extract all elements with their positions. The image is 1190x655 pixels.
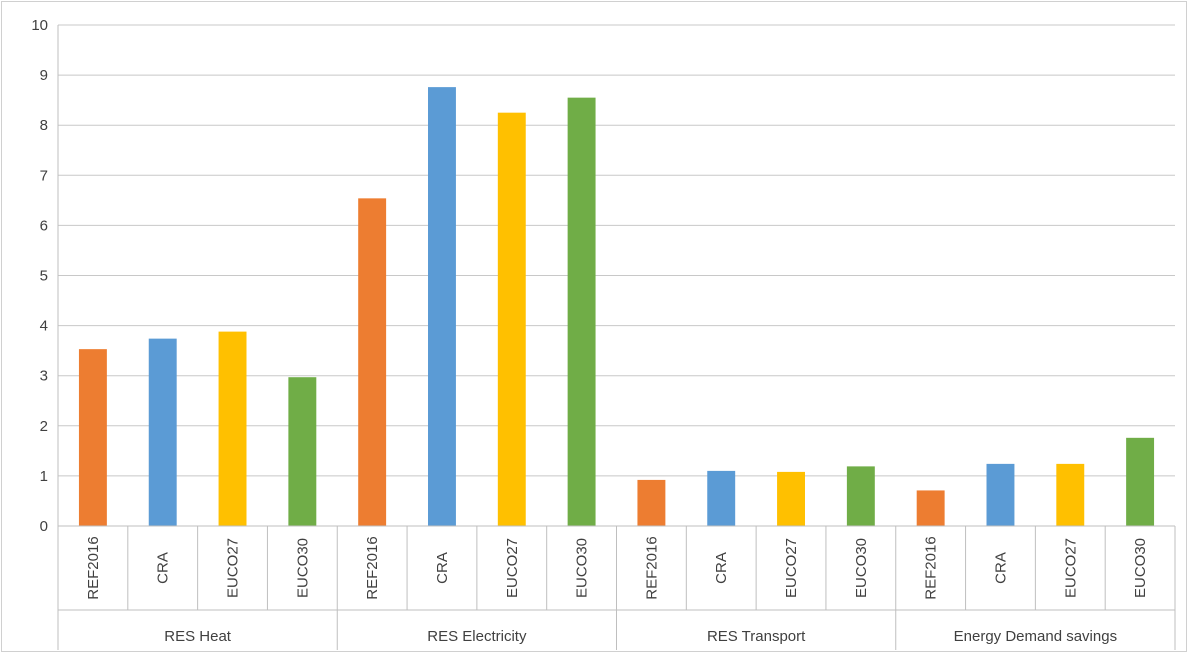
bar-energy-demand-savings-euco27 xyxy=(1056,463,1085,526)
bar-energy-demand-savings-cra xyxy=(986,463,1015,526)
bar-res-heat-ref2016 xyxy=(78,349,107,526)
bar-res-heat-euco27 xyxy=(218,331,247,526)
group-label: Energy Demand savings xyxy=(954,628,1117,645)
x-tick-label: CRA xyxy=(992,552,1009,584)
y-axis: 0 1 2 3 4 5 6 7 8 9 10 xyxy=(31,17,59,650)
bar-res-transport-euco27 xyxy=(777,471,805,526)
group-label: RES Heat xyxy=(164,628,232,645)
y-tick-label: 1 xyxy=(40,468,48,485)
y-tick-label: 9 xyxy=(40,67,48,84)
x-tick-label: EUCO27 xyxy=(504,538,521,598)
y-tick-label: 6 xyxy=(40,217,48,234)
bar-res-electricity-euco30 xyxy=(567,97,596,527)
x-tick-label: EUCO30 xyxy=(294,538,311,598)
bar-res-transport-euco30 xyxy=(846,466,875,526)
y-tick-label: 3 xyxy=(40,368,48,385)
y-tick-label: 8 xyxy=(40,117,48,134)
x-tick-label: REF2016 xyxy=(364,536,381,599)
bar-res-transport-ref2016 xyxy=(637,479,666,526)
x-tick-label: EUCO27 xyxy=(225,538,242,598)
x-tick-label: CRA xyxy=(155,552,172,584)
x-tick-label: CRA xyxy=(713,552,730,584)
x-tick-label: EUCO30 xyxy=(574,538,591,598)
y-tick-label: 0 xyxy=(40,518,48,535)
x-axis: REF2016 CRA EUCO27 EUCO30 RES Heat REF2016 CRA… xyxy=(58,525,1176,650)
bar-res-electricity-cra xyxy=(428,87,456,527)
group-label: RES Electricity xyxy=(427,628,527,645)
y-tick-label: 2 xyxy=(40,418,48,435)
x-tick-label: EUCO30 xyxy=(853,538,870,598)
x-tick-label: REF2016 xyxy=(923,536,940,599)
bar-res-heat-cra xyxy=(148,338,177,526)
bar-res-electricity-ref2016 xyxy=(358,198,387,526)
x-tick-label: EUCO27 xyxy=(783,538,800,598)
bar-res-electricity-euco27 xyxy=(497,112,526,527)
y-tick-label: 10 xyxy=(31,17,48,34)
bars xyxy=(78,87,1155,527)
y-tick-label: 4 xyxy=(40,318,48,335)
bar-energy-demand-savings-ref2016 xyxy=(916,490,945,526)
x-tick-label: EUCO27 xyxy=(1062,538,1079,598)
x-tick-label: REF2016 xyxy=(643,536,660,599)
group-label: RES Transport xyxy=(707,628,806,645)
y-tick-label: 5 xyxy=(40,268,48,285)
y-tick-label: 7 xyxy=(40,167,48,184)
x-tick-label: EUCO30 xyxy=(1132,538,1149,598)
bar-res-transport-cra xyxy=(707,470,736,526)
bar-res-heat-euco30 xyxy=(288,377,317,526)
bar-energy-demand-savings-euco30 xyxy=(1126,437,1155,526)
x-tick-label: REF2016 xyxy=(85,536,102,599)
x-tick-label: CRA xyxy=(434,552,451,584)
